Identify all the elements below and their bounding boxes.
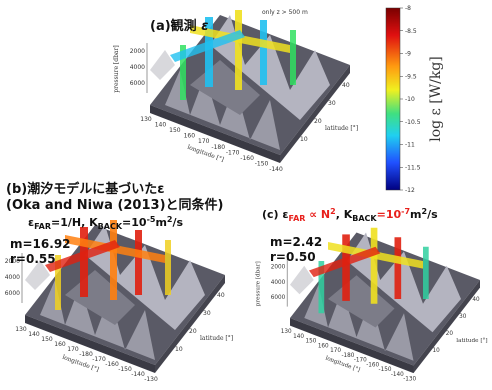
longitude-tick-label: 140 <box>28 331 40 338</box>
longitude-tick-label: 140 <box>155 122 167 129</box>
longitude-tick-label: 130 <box>15 326 27 333</box>
longitude-tick-label: 160 <box>318 343 329 349</box>
axis-label: latitude [°] <box>456 338 487 344</box>
panel-title: (a)観測 ε <box>150 18 208 34</box>
longitude-tick-label: -140 <box>391 372 404 378</box>
latitude-tick-label: 30 <box>203 310 211 317</box>
stat: r=0.55 <box>10 252 56 266</box>
stat: r=0.50 <box>270 250 316 264</box>
longitude-tick-label: 170 <box>330 348 341 354</box>
latitude-tick-label: 20 <box>189 328 197 335</box>
longitude-tick-label: -150 <box>255 160 269 167</box>
pressure-tick-label: 2000 <box>271 265 286 271</box>
pressure-tick-label: 6000 <box>5 290 20 297</box>
longitude-tick-label: 160 <box>54 341 66 348</box>
axis-label: pressure [dbar] <box>256 261 262 306</box>
latitude-tick-label: 40 <box>472 297 480 303</box>
longitude-tick-label: -130 <box>144 376 158 383</box>
latitude-tick-label: 30 <box>328 100 336 107</box>
longitude-tick-label: 160 <box>184 133 196 140</box>
longitude-tick-label: 130 <box>140 116 152 123</box>
longitude-tick-label: 130 <box>281 329 292 335</box>
longitude-tick-label: -150 <box>379 367 392 373</box>
longitude-tick-label: -180 <box>211 144 225 151</box>
longitude-tick-label: 170 <box>198 138 210 145</box>
longitude-tick-label: -170 <box>92 356 106 363</box>
stat: m=2.42 <box>270 235 322 249</box>
panel-title: (c) εFAR ∝ N2, KBACK=10-7m2/s <box>262 207 438 223</box>
latitude-tick-label: 30 <box>459 314 467 320</box>
latitude-tick-label: 10 <box>433 348 441 354</box>
colorbar-tick-label: -10 <box>405 96 415 103</box>
longitude-tick-label: -160 <box>105 361 119 368</box>
pressure-tick-label: 4000 <box>271 280 286 286</box>
colorbar-tick-label: -9 <box>405 51 411 58</box>
latitude-tick-label: 10 <box>175 346 183 353</box>
axis-label: pressure [dbar] <box>113 45 120 92</box>
latitude-tick-label: 40 <box>217 292 225 299</box>
colorbar-tick-label: -11.5 <box>405 164 421 171</box>
colorbar-tick-label: -10.5 <box>405 119 421 126</box>
axis-label: latitude [°] <box>200 335 233 342</box>
longitude-tick-label: -180 <box>341 353 354 359</box>
figure: 200040006000pressure [dbar]1301401501601… <box>0 0 492 390</box>
colorbar-label: log ε [W/kg] <box>428 56 444 142</box>
latitude-tick-label: 10 <box>300 136 308 143</box>
longitude-tick-label: -160 <box>366 362 379 368</box>
longitude-tick-label: -180 <box>79 351 93 358</box>
colorbar-tick-label: -12 <box>405 187 415 194</box>
pressure-tick-label: 4000 <box>5 274 20 281</box>
pressure-tick-label: 4000 <box>130 64 145 71</box>
longitude-tick-label: -130 <box>403 377 416 383</box>
surface-plot <box>290 228 480 373</box>
axis-label: latitude [°] <box>325 125 358 132</box>
longitude-tick-label: -170 <box>354 358 367 364</box>
note: only z > 500 m <box>262 9 308 16</box>
longitude-tick-label: -160 <box>240 155 254 162</box>
longitude-tick-label: 140 <box>293 334 304 340</box>
longitude-tick-label: 150 <box>305 339 316 345</box>
longitude-tick-label: -140 <box>131 371 145 378</box>
latitude-tick-label: 20 <box>314 118 322 125</box>
longitude-tick-label: 170 <box>67 346 79 353</box>
pressure-tick-label: 2000 <box>130 48 145 55</box>
panel-title: (Oka and Niwa (2013)と同条件) <box>6 197 223 213</box>
longitude-tick-label: -140 <box>269 166 283 173</box>
colorbar-tick-label: -11 <box>405 142 415 149</box>
latitude-tick-label: 20 <box>446 331 454 337</box>
colorbar-tick-label: -8.5 <box>405 28 417 35</box>
pressure-tick-label: 6000 <box>130 80 145 87</box>
stat: m=16.92 <box>10 237 71 251</box>
latitude-tick-label: 40 <box>342 82 350 89</box>
longitude-tick-label: 150 <box>41 336 53 343</box>
panel-title: (b)潮汐モデルに基づいたε <box>6 181 164 197</box>
colorbar <box>386 8 400 190</box>
pressure-tick-label: 6000 <box>271 295 286 301</box>
longitude-tick-label: 150 <box>169 127 181 134</box>
longitude-tick-label: -170 <box>226 149 240 156</box>
colorbar-tick-label: -9.5 <box>405 73 417 80</box>
panel-title: εFAR=1/H, KBACK=10-5m2/s <box>28 215 184 231</box>
longitude-tick-label: -150 <box>118 366 132 373</box>
colorbar-tick-label: -8 <box>405 5 411 12</box>
